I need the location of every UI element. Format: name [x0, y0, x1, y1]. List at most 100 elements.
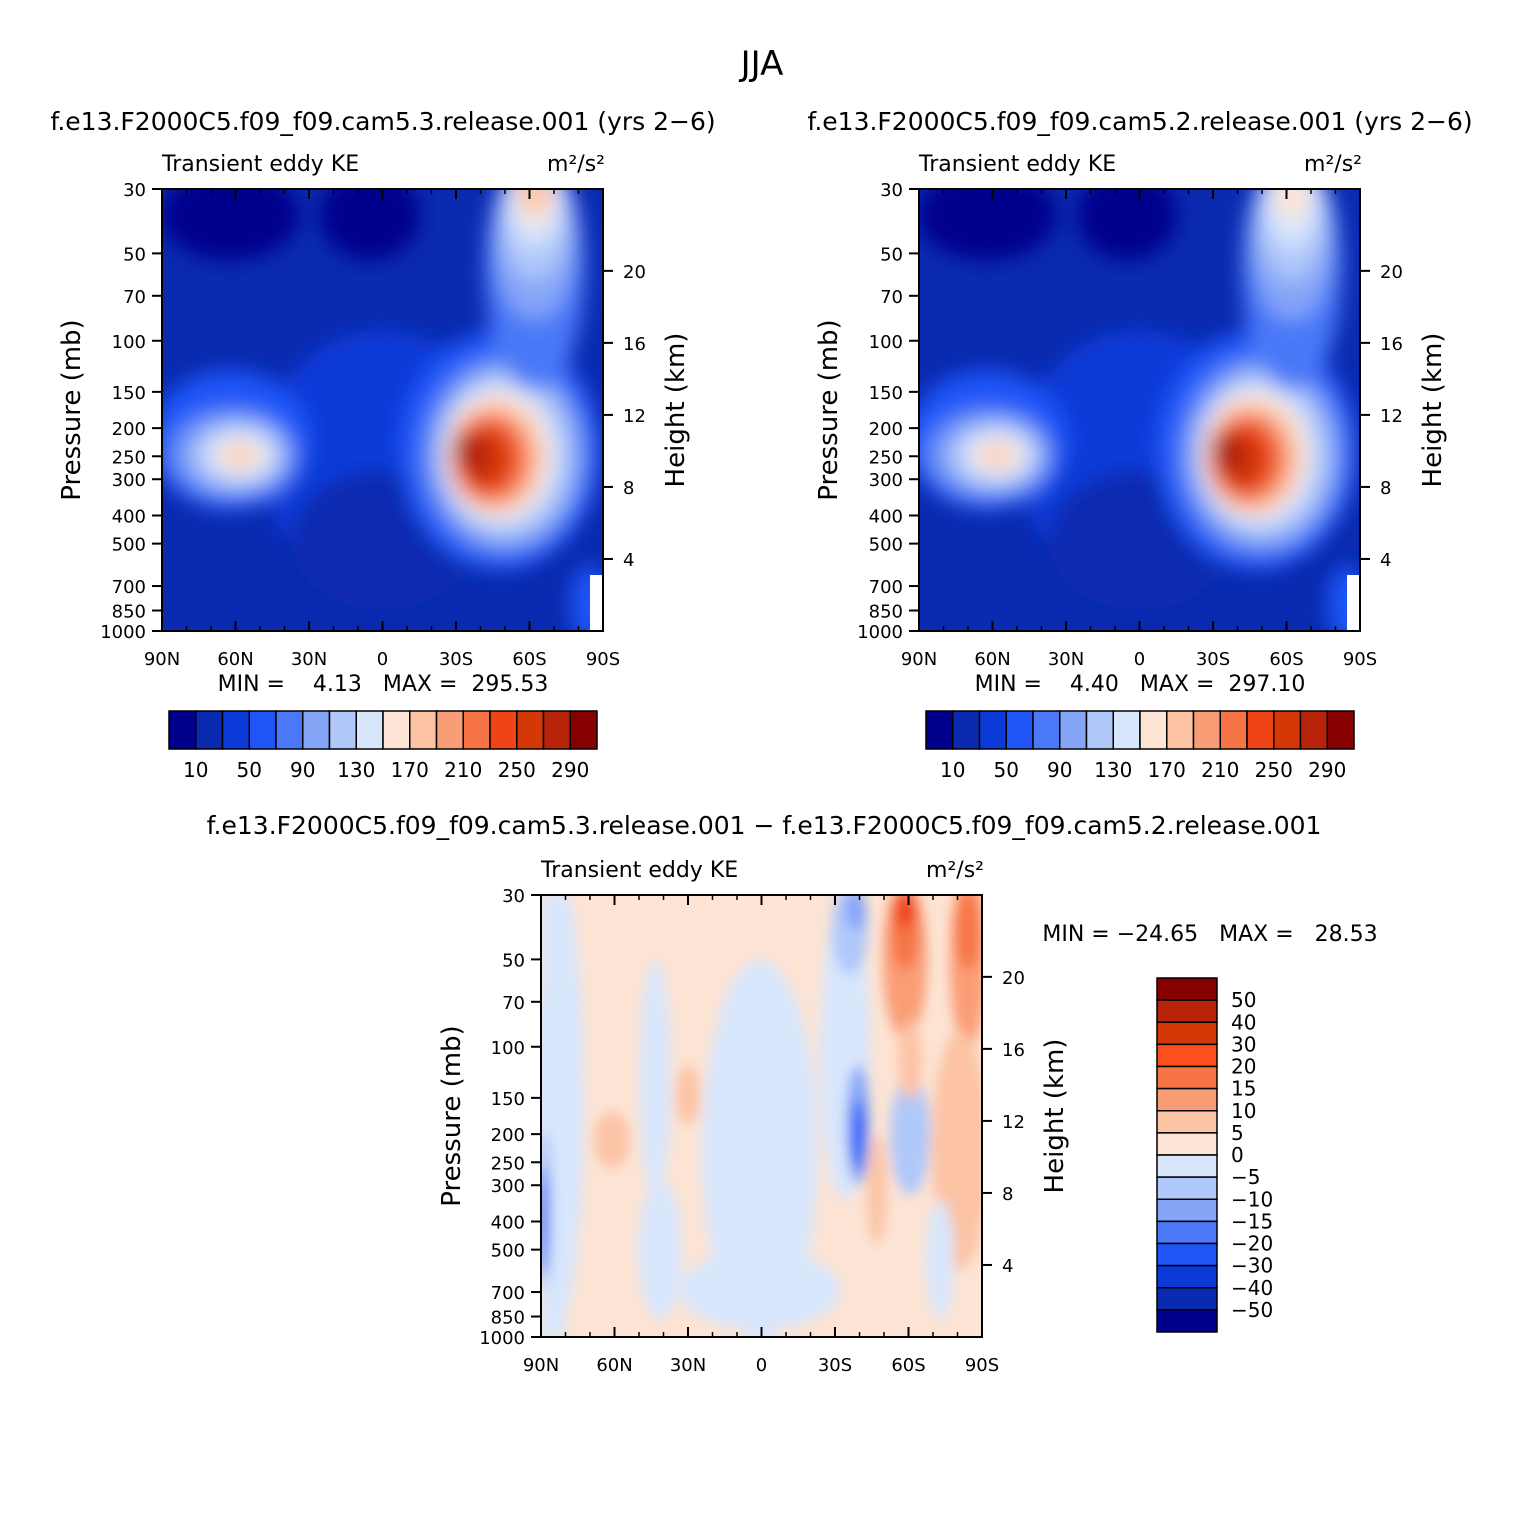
- panel-1-contour-field: [162, 189, 603, 631]
- panel-1-colorbar: 10 50 90 130 170 210 250 290: [168, 710, 598, 782]
- colorbar-swatch: [1166, 710, 1195, 750]
- colorbar-swatch: [1246, 710, 1275, 750]
- colorbar-swatch: [1085, 710, 1114, 750]
- colorbar-swatch: [382, 710, 411, 750]
- colorbar-swatch: [1032, 710, 1061, 750]
- colorbar-swatch: [1156, 1176, 1218, 1200]
- colorbar-swatch: [248, 710, 277, 750]
- height-tick-label: 12: [1380, 406, 1403, 427]
- height-tick-label: 16: [623, 334, 646, 355]
- colorbar-swatch: [1156, 1309, 1218, 1333]
- panel-3: Transient eddy KE m²/s²: [437, 858, 1378, 1376]
- colorbar-label: −30: [1231, 1254, 1273, 1278]
- panel-2-title: f.e13.F2000C5.f09_f09.cam5.2.release.001…: [807, 107, 1472, 136]
- panel-2-ylabel-left: Pressure (mb): [814, 319, 844, 500]
- panel-1-ylabel-right: Height (km): [661, 333, 691, 488]
- colorbar-label: 90: [1047, 758, 1072, 782]
- panel-1-title: f.e13.F2000C5.f09_f09.cam5.3.release.001…: [50, 107, 715, 136]
- colorbar-label: −15: [1231, 1209, 1273, 1233]
- lat-tick-label: 60N: [217, 649, 253, 670]
- panel-2-variable: Transient eddy KE: [918, 152, 1116, 177]
- colorbar-swatch: [1156, 1287, 1218, 1311]
- pressure-tick-label: 400: [869, 507, 903, 528]
- panel-1-ylabel-left: Pressure (mb): [57, 319, 87, 500]
- pressure-tick-label: 300: [491, 1176, 525, 1197]
- lat-tick-label: 90S: [1343, 649, 1377, 670]
- lat-tick-label: 90S: [586, 649, 620, 670]
- colorbar-swatch: [516, 710, 545, 750]
- colorbar-swatch: [1005, 710, 1034, 750]
- pressure-tick-label: 150: [491, 1089, 525, 1110]
- colorbar-swatch: [302, 710, 331, 750]
- pressure-tick-label: 30: [123, 180, 146, 201]
- colorbar-label: 170: [1148, 758, 1186, 782]
- pressure-tick-label: 30: [880, 180, 903, 201]
- panel-3-height-axis: 20 16 12 8 4: [982, 968, 1025, 1277]
- pressure-tick-label: 200: [491, 1125, 525, 1146]
- height-tick-label: 20: [623, 262, 646, 283]
- colorbar-label: 15: [1231, 1077, 1256, 1101]
- lat-tick-label: 30S: [818, 1355, 852, 1376]
- panel-2-units: m²/s²: [1304, 152, 1362, 177]
- colorbar-swatch: [1156, 1220, 1218, 1245]
- panel-1-lat-axis: 90N 60N 30N 0 30S 60S 90S: [144, 189, 620, 670]
- colorbar-swatch: [1156, 1065, 1218, 1090]
- colorbar-label: −40: [1231, 1276, 1273, 1300]
- colorbar-label: 40: [1231, 1010, 1256, 1034]
- pressure-tick-label: 100: [491, 1038, 525, 1059]
- height-tick-label: 20: [1380, 262, 1403, 283]
- height-tick-label: 8: [623, 478, 634, 499]
- panel-3-variable: Transient eddy KE: [540, 858, 738, 883]
- panel-2-lat-axis: 90N 60N 30N 0 30S 60S 90S: [901, 189, 1377, 670]
- height-tick-label: 12: [1002, 1112, 1025, 1133]
- pressure-tick-label: 50: [123, 244, 146, 265]
- pressure-tick-label: 30: [502, 886, 525, 907]
- panel-1-units: m²/s²: [547, 152, 605, 177]
- colorbar-label: −10: [1231, 1187, 1273, 1211]
- colorbar-label: −50: [1231, 1298, 1273, 1322]
- pressure-tick-label: 400: [112, 507, 146, 528]
- pressure-tick-label: 700: [491, 1283, 525, 1304]
- panel-3-ylabel-right: Height (km): [1040, 1039, 1070, 1194]
- pressure-tick-label: 150: [112, 383, 146, 404]
- colorbar-label: 130: [337, 758, 375, 782]
- pressure-tick-label: 200: [112, 419, 146, 440]
- pressure-tick-label: 300: [112, 470, 146, 491]
- panel-3-title: f.e13.F2000C5.f09_f09.cam5.3.release.001…: [207, 811, 1322, 840]
- colorbar-swatch: [1059, 710, 1088, 750]
- colorbar-swatch: [221, 710, 250, 750]
- pressure-tick-label: 100: [112, 332, 146, 353]
- pressure-tick-label: 850: [112, 602, 146, 623]
- colorbar-swatch: [1156, 1198, 1218, 1223]
- lat-tick-label: 30S: [1196, 649, 1230, 670]
- colorbar-swatch: [409, 710, 438, 750]
- pressure-tick-label: 300: [869, 470, 903, 491]
- lat-tick-label: 90N: [523, 1355, 559, 1376]
- lat-tick-label: 60N: [974, 649, 1010, 670]
- colorbar-label: 90: [290, 758, 315, 782]
- pressure-tick-label: 70: [502, 993, 525, 1014]
- colorbar-swatch: [328, 710, 357, 750]
- colorbar-label: 20: [1231, 1055, 1256, 1079]
- pressure-tick-label: 700: [869, 577, 903, 598]
- colorbar-label: 290: [551, 758, 589, 782]
- colorbar-swatch: [1273, 710, 1302, 750]
- height-tick-label: 16: [1002, 1040, 1025, 1061]
- lat-tick-label: 0: [1134, 649, 1145, 670]
- pressure-tick-label: 500: [491, 1241, 525, 1262]
- colorbar-label: 30: [1231, 1032, 1256, 1056]
- panel-2-stats: MIN = 4.40 MAX = 297.10: [975, 672, 1306, 697]
- colorbar-label: 210: [1201, 758, 1239, 782]
- colorbar-swatch: [355, 710, 384, 750]
- colorbar-swatch: [978, 710, 1007, 750]
- colorbar-swatch: [1156, 1087, 1218, 1112]
- colorbar-swatch: [1156, 999, 1218, 1023]
- colorbar-swatch: [1219, 710, 1248, 750]
- pressure-tick-label: 850: [491, 1308, 525, 1329]
- panel-3-units: m²/s²: [926, 858, 984, 883]
- colorbar-swatch: [1156, 1242, 1218, 1267]
- panel-3-lat-axis: 90N 60N 30N 0 30S 60S 90S: [523, 895, 999, 1376]
